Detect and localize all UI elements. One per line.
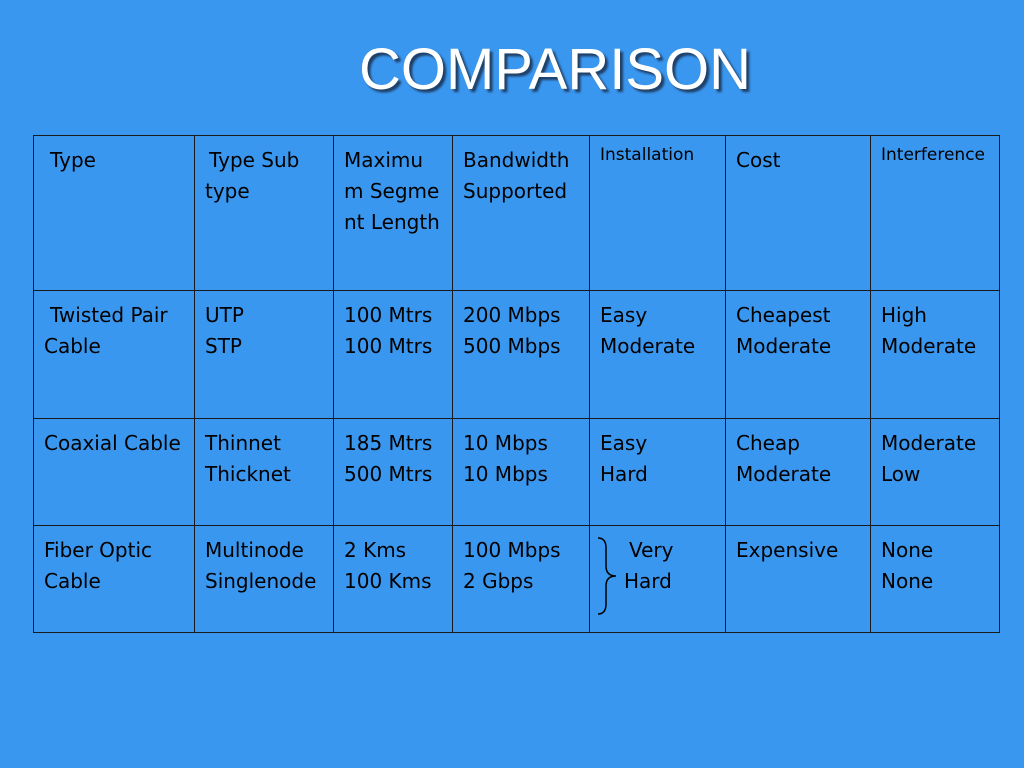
cell-line: Moderate (736, 334, 832, 358)
cell-type: Twisted Pair Cable (33, 290, 195, 419)
header-subtype: Type Sub type (194, 135, 334, 291)
cell-line: 100 Mtrs (344, 303, 433, 327)
cell-subtype: Thinnet Thicknet (194, 418, 334, 526)
cell-subtype: Multinode Singlenode (194, 525, 334, 633)
cell-line: 2 Gbps (463, 569, 534, 593)
cell-line: Cheapest (736, 303, 831, 327)
cell-cost: Cheapest Moderate (725, 290, 871, 419)
cell-line: 500 Mbps (463, 334, 561, 358)
cell-line: Moderate (881, 431, 977, 455)
cell-line: None (881, 569, 934, 593)
cell-installation: Very Hard (589, 525, 726, 633)
header-bandwidth: Bandwidth Supported (452, 135, 590, 291)
cell-length: 185 Mtrs 500 Mtrs (333, 418, 453, 526)
cell-installation: Easy Moderate (589, 290, 726, 419)
cell-interference: None None (870, 525, 1000, 633)
cell-type: Coaxial Cable (33, 418, 195, 526)
header-installation: Installation (589, 135, 726, 291)
header-length-label: Maximum Segment Length (344, 148, 440, 234)
cell-line: UTP (205, 303, 244, 327)
header-installation-label: Installation (600, 145, 695, 165)
slide-title: COMPARISON (358, 37, 752, 102)
cell-type-text: Fiber Optic Cable (44, 538, 153, 593)
header-subtype-label: Type Sub type (205, 148, 300, 203)
cell-line: Easy (600, 431, 648, 455)
header-bandwidth-label: Bandwidth Supported (463, 148, 570, 203)
cell-line: Cheap (736, 431, 800, 455)
cell-line: 10 Mbps (463, 462, 548, 486)
table-row: Fiber Optic Cable Multinode Singlenode 2 … (33, 525, 1000, 633)
cell-line: None (881, 538, 934, 562)
cell-type-text: Coaxial Cable (44, 431, 181, 455)
cell-line: Hard (600, 462, 648, 486)
cell-interference: High Moderate (870, 290, 1000, 419)
cell-line: STP (205, 334, 242, 358)
cell-line: 185 Mtrs (344, 431, 433, 455)
header-length: Maximum Segment Length (333, 135, 453, 291)
cell-interference: Moderate Low (870, 418, 1000, 526)
cell-line: 100 Kms (344, 569, 432, 593)
cell-line: Low (881, 462, 921, 486)
cell-line: Moderate (736, 462, 832, 486)
cell-cost: Expensive (725, 525, 871, 633)
cell-length: 2 Kms 100 Kms (333, 525, 453, 633)
table-row: Twisted Pair Cable UTP STP 100 Mtrs 100 Mt… (33, 290, 1000, 419)
cell-length: 100 Mtrs 100 Mtrs (333, 290, 453, 419)
cell-line: Very (629, 538, 674, 562)
cell-bandwidth: 200 Mbps 500 Mbps (452, 290, 590, 419)
cell-line: Multinode (205, 538, 304, 562)
cell-line: Thicknet (205, 462, 291, 486)
header-cost-label: Cost (736, 148, 781, 172)
cell-bandwidth: 100 Mbps 2 Gbps (452, 525, 590, 633)
right-brace-icon (597, 537, 617, 615)
cell-line: Easy (600, 303, 648, 327)
cell-line: 100 Mtrs (344, 334, 433, 358)
cell-line: 2 Kms (344, 538, 407, 562)
header-type-label: Type (50, 148, 96, 172)
header-type: Type (33, 135, 195, 291)
cell-line: 200 Mbps (463, 303, 561, 327)
cell-type: Fiber Optic Cable (33, 525, 195, 633)
cell-line: Expensive (736, 538, 839, 562)
cell-line: Moderate (600, 334, 696, 358)
cell-bandwidth: 10 Mbps 10 Mbps (452, 418, 590, 526)
cell-line: Thinnet (205, 431, 281, 455)
cell-line: Singlenode (205, 569, 317, 593)
cell-line: 100 Mbps (463, 538, 561, 562)
comparison-table: Type Type Sub type Maximum Segment Lengt… (33, 135, 1000, 633)
cell-type-text: Twisted Pair Cable (44, 303, 168, 358)
header-row: Type Type Sub type Maximum Segment Lengt… (33, 135, 1000, 291)
cell-cost: Cheap Moderate (725, 418, 871, 526)
cell-line: 500 Mtrs (344, 462, 433, 486)
cell-line: Moderate (881, 334, 977, 358)
cell-line: 10 Mbps (463, 431, 548, 455)
header-interference-label: Interference (881, 145, 986, 165)
cell-installation: Easy Hard (589, 418, 726, 526)
cell-line: High (881, 303, 927, 327)
cell-line: Hard (624, 569, 672, 593)
header-cost: Cost (725, 135, 871, 291)
cell-subtype: UTP STP (194, 290, 334, 419)
table-row: Coaxial Cable Thinnet Thicknet 185 Mtrs 50… (33, 418, 1000, 526)
header-interference: Interference (870, 135, 1000, 291)
